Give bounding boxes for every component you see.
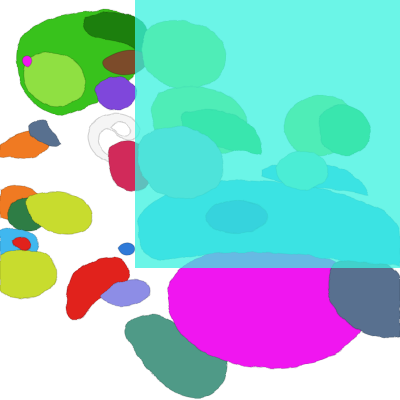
cyan-overlay-panel — [135, 0, 400, 268]
purple-structure-top — [96, 77, 137, 110]
blue-cap-center — [118, 243, 135, 255]
